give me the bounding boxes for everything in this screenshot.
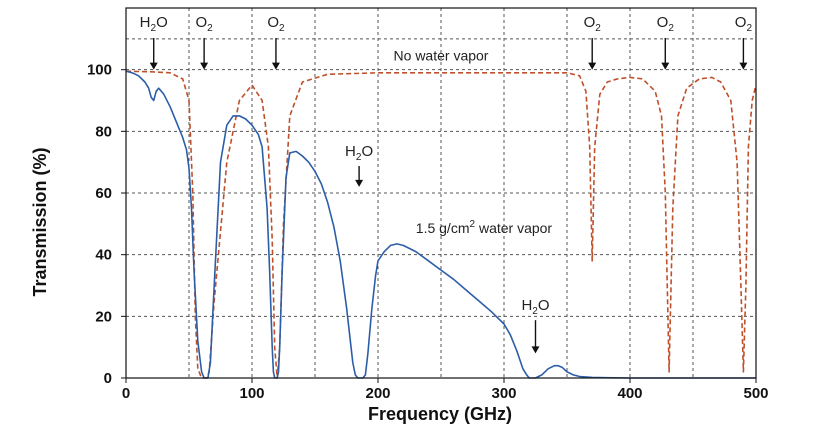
annotation-arrow-2 xyxy=(355,166,364,187)
top-label-4: O2 xyxy=(657,14,675,34)
ticks: 0 100 200 300 400 500 0 20 40 60 80 100 xyxy=(87,62,769,402)
top-arrow-4 xyxy=(661,38,670,70)
y-tick-label-0: 0 xyxy=(104,370,112,387)
y-axis-title: Transmission (%) xyxy=(30,147,50,296)
annotation-3: H2O xyxy=(521,297,549,317)
top-label-0: H2O xyxy=(140,14,168,34)
y-tick-label-4: 80 xyxy=(95,123,112,140)
x-tick-label-0: 0 xyxy=(122,385,130,402)
annotation-arrow-3 xyxy=(531,320,540,354)
x-tick-label-5: 500 xyxy=(743,385,768,402)
y-tick-label-2: 40 xyxy=(95,247,112,264)
y-tick-label-1: 20 xyxy=(95,308,112,325)
annotation-0: No water vapor xyxy=(394,47,489,63)
top-arrow-1 xyxy=(200,38,209,70)
top-arrow-5 xyxy=(739,38,748,70)
y-tick-label-5: 100 xyxy=(87,62,112,79)
top-label-2: O2 xyxy=(267,14,285,34)
top-arrow-3 xyxy=(588,38,597,70)
x-tick-label-2: 200 xyxy=(365,385,390,402)
top-label-1: O2 xyxy=(196,14,214,34)
top-arrow-2 xyxy=(271,38,280,70)
annotation-2: H2O xyxy=(345,143,373,163)
x-tick-label-4: 400 xyxy=(617,385,642,402)
annotation-1: 1.5 g/cm2 water vapor xyxy=(416,219,553,236)
top-arrow-0 xyxy=(149,38,158,70)
top-label-3: O2 xyxy=(584,14,602,34)
y-tick-label-3: 60 xyxy=(95,185,112,202)
x-axis-title: Frequency (GHz) xyxy=(368,404,512,424)
x-tick-label-1: 100 xyxy=(239,385,264,402)
x-tick-label-3: 300 xyxy=(491,385,516,402)
annotations: H2O O2 O2 O2 O2 O2 No water vapor 1.5 g/cm2 wat… xyxy=(140,14,753,354)
grid xyxy=(125,8,757,379)
top-label-5: O2 xyxy=(735,14,753,34)
